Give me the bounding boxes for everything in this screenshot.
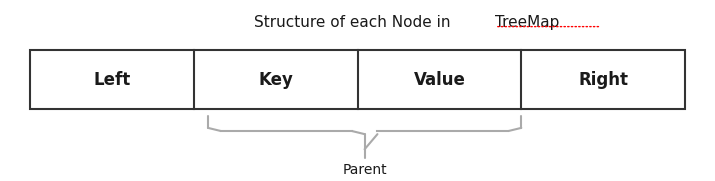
- Text: Left: Left: [93, 71, 130, 89]
- Text: Value: Value: [413, 71, 465, 89]
- Text: Right: Right: [578, 71, 628, 89]
- Text: Structure of each Node in: Structure of each Node in: [255, 15, 455, 30]
- Text: Parent: Parent: [342, 163, 387, 177]
- Text: Key: Key: [258, 71, 293, 89]
- Text: TreeMap: TreeMap: [495, 15, 559, 30]
- Bar: [30, 50, 685, 109]
